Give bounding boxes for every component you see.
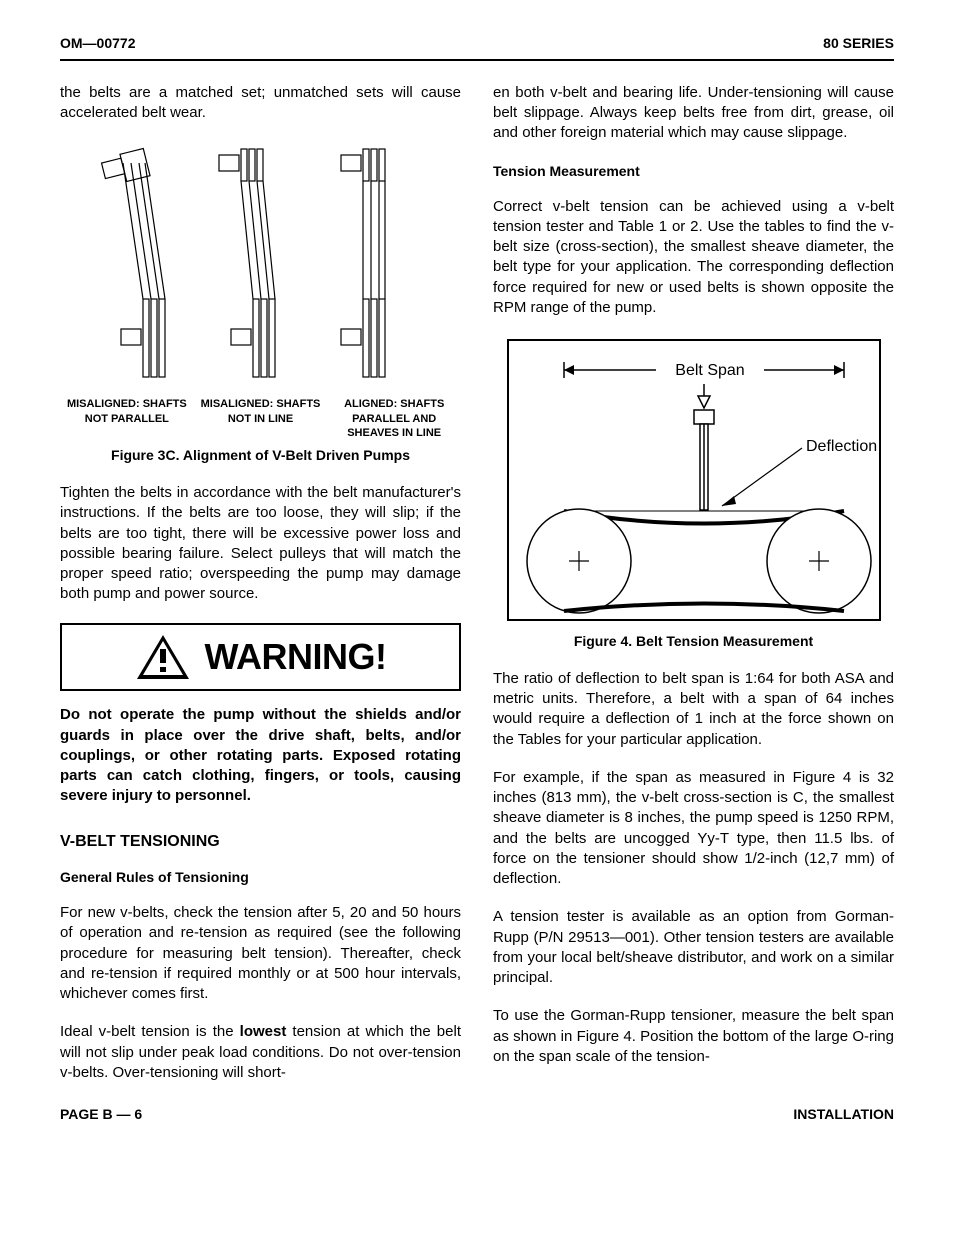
page-footer: PAGE B — 6 INSTALLATION — [60, 1105, 894, 1124]
tension-measurement-heading: Tension Measurement — [493, 162, 894, 181]
header-right: 80 SERIES — [823, 34, 894, 53]
figure-4-caption: Figure 4. Belt Tension Measurement — [493, 632, 894, 651]
fig3-label-b: MISALIGNED: SHAFTS NOT IN LINE — [194, 397, 328, 440]
warning-box: WARNING! — [60, 623, 461, 692]
footer-right: INSTALLATION — [793, 1105, 894, 1124]
tighten-para: Tighten the belts in accordance with the… — [60, 483, 461, 605]
header-left: OM—00772 — [60, 34, 135, 53]
vbelt-heading: V-BELT TENSIONING — [60, 831, 461, 853]
correct-tension-para: Correct v-belt tension can be achieved u… — [493, 197, 894, 319]
ratio-para: The ratio of deflection to belt span is … — [493, 669, 894, 750]
warning-body: Do not operate the pump without the shie… — [60, 705, 461, 806]
new-vbelts-para: For new v-belts, check the tension after… — [60, 903, 461, 1004]
continuation-para: en both v-belt and bearing life. Under-t… — [493, 83, 894, 144]
tester-option-para: A tension tester is available as an opti… — [493, 907, 894, 988]
figure-3c-caption: Figure 3C. Alignment of V-Belt Driven Pu… — [60, 446, 461, 465]
figure-3c — [60, 141, 461, 391]
ideal-bold: lowest — [240, 1023, 287, 1040]
fig3-label-a: MISALIGNED: SHAFTS NOT PARALLEL — [60, 397, 194, 440]
figure-4-svg: Belt Span Deflection — [504, 336, 884, 626]
warning-triangle-icon — [135, 633, 191, 681]
general-rules-heading: General Rules of Tensioning — [60, 868, 461, 887]
ideal-tension-para: Ideal v-belt tension is the lowest tensi… — [60, 1022, 461, 1083]
left-column: the belts are a matched set; unmatched s… — [60, 83, 461, 1083]
ideal-pre: Ideal v-belt tension is the — [60, 1023, 240, 1040]
fig4-deflection-label: Deflection — [806, 438, 877, 455]
fig3-label-c: ALIGNED: SHAFTS PARALLEL AND SHEAVES IN … — [327, 397, 461, 440]
example-para: For example, if the span as measured in … — [493, 768, 894, 890]
footer-left: PAGE B — 6 — [60, 1105, 142, 1124]
fig4-belt-span-label: Belt Span — [675, 362, 744, 379]
page-header: OM—00772 80 SERIES — [60, 34, 894, 61]
content-columns: the belts are a matched set; unmatched s… — [60, 83, 894, 1083]
figure-3c-labels: MISALIGNED: SHAFTS NOT PARALLEL MISALIGN… — [60, 397, 461, 440]
intro-para: the belts are a matched set; unmatched s… — [60, 83, 461, 124]
figure-4: Belt Span Deflection — [493, 336, 894, 626]
figure-3c-svg — [91, 141, 431, 391]
tensioner-use-para: To use the Gorman-Rupp tensioner, measur… — [493, 1006, 894, 1067]
warning-title: WARNING! — [205, 633, 387, 682]
right-column: en both v-belt and bearing life. Under-t… — [493, 83, 894, 1083]
